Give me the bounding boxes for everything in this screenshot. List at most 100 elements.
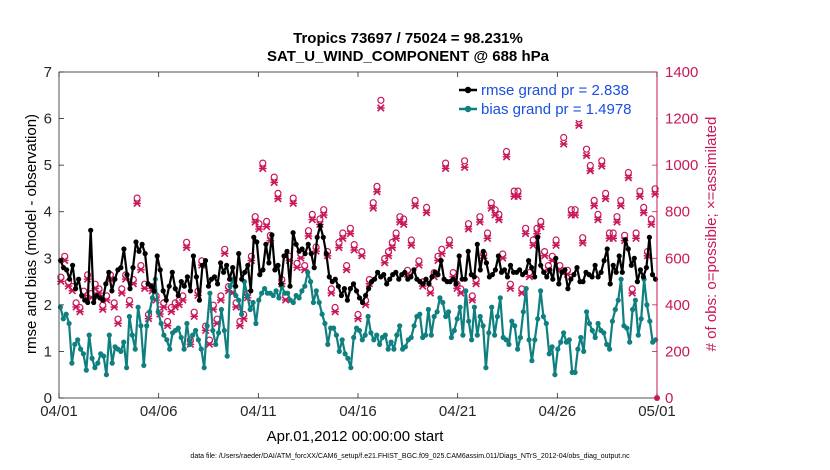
obs-possible-marker (598, 157, 606, 165)
rmse-point (344, 297, 350, 303)
bias-point (417, 311, 423, 317)
bias-point (193, 327, 199, 334)
rmse-point (402, 269, 408, 275)
bias-point (440, 299, 446, 306)
obs-assimilated-marker (262, 222, 271, 231)
rmse-point (166, 283, 172, 289)
rmse-point (133, 239, 139, 245)
rmse-point (224, 262, 230, 268)
bias-point (607, 346, 613, 352)
obs-possible-marker (61, 252, 69, 260)
bias-point (175, 325, 181, 331)
bias-point (147, 309, 153, 315)
bias-point (313, 288, 319, 294)
rmse-point (242, 269, 248, 275)
bias-point (397, 323, 403, 329)
bias-point (336, 348, 342, 354)
bias-point (423, 332, 429, 338)
rmse-point (172, 286, 178, 292)
bias-point (167, 346, 173, 352)
rmse-point (450, 276, 456, 282)
y-right-tick-label: 1200 (665, 111, 698, 128)
bias-point (132, 346, 138, 352)
bias-point (201, 365, 207, 371)
rmse-point (381, 272, 387, 278)
obs-possible-marker (438, 245, 446, 253)
bias-point (184, 320, 190, 327)
bias-point (95, 360, 101, 366)
bias-point (581, 348, 587, 354)
y-left-tick-label: 1 (44, 343, 52, 360)
obs-possible-marker (308, 210, 316, 218)
obs-possible-marker (316, 215, 324, 223)
bias-point (308, 279, 314, 285)
bias-point (408, 334, 414, 341)
obs-possible-marker (384, 248, 393, 256)
bias-point (89, 355, 95, 361)
bias-point (63, 311, 69, 317)
rmse-point (169, 269, 175, 275)
rmse-point (227, 276, 233, 282)
obs-assimilated-marker (159, 303, 168, 311)
bias-point (72, 341, 78, 347)
bias-point (630, 306, 636, 313)
bias-point (164, 337, 170, 343)
rmse-point (550, 276, 556, 282)
rmse-point (332, 276, 338, 282)
rmse-point (136, 248, 142, 254)
rmse-point (393, 269, 399, 275)
x-axis-label: Apr.01,2012 00:00:00 start (267, 428, 445, 445)
x-tick-label: 04/11 (240, 403, 276, 420)
bias-point (604, 341, 610, 347)
obs-possible-marker (571, 206, 579, 214)
bias-point (181, 346, 187, 352)
bias-point (299, 288, 305, 294)
obs-possible-marker (301, 262, 309, 270)
obs-assimilated-marker (632, 234, 640, 243)
bias-point (512, 323, 518, 329)
bias-point (348, 365, 354, 371)
rmse-point (423, 276, 429, 282)
bias-point (543, 320, 549, 327)
obs-assimilated-marker (274, 194, 282, 203)
bias-point (592, 334, 598, 341)
obs-possible-marker (392, 229, 400, 237)
obs-assimilated-marker (601, 194, 610, 203)
bias-point (425, 306, 431, 313)
y-axis-right-label: # of obs: o=possible; ×=assimilated (703, 117, 720, 352)
obs-assimilated-marker (384, 252, 393, 260)
bias-point (437, 295, 443, 301)
obs-possible-marker (289, 194, 297, 202)
obs-assimilated-marker (308, 215, 317, 224)
rmse-point (538, 262, 544, 268)
rmse-point (396, 276, 402, 282)
rmse-point (580, 279, 586, 285)
rmse-point (157, 267, 163, 273)
obs-assimilated-marker (468, 296, 477, 304)
obs-assimilated-marker (236, 321, 244, 330)
rmse-point (350, 281, 357, 287)
rmse-point (218, 260, 224, 266)
obs-possible-marker (83, 271, 92, 279)
bias-point (161, 332, 167, 338)
bias-point (224, 353, 230, 359)
bias-point (368, 330, 374, 336)
axes: 0 1 2 3 4 5 6 7 0 200 400 600 800 1000 1200 1400 04/01 04… (40, 64, 698, 420)
bias-point (549, 344, 555, 350)
bias-point (532, 337, 538, 343)
bias-point (411, 323, 417, 329)
rmse-point (544, 274, 550, 280)
obs-possible-marker (125, 296, 134, 305)
obs-assimilated-marker (422, 208, 431, 217)
obs-possible-marker (506, 280, 514, 288)
rmse-point (175, 292, 181, 299)
legend-rmse-label: rmse grand pr = 2.838 (481, 82, 629, 99)
bias-point (57, 304, 64, 310)
bias-point (345, 355, 351, 361)
obs-assimilated-marker (133, 199, 141, 208)
obs-assimilated-marker (140, 284, 149, 293)
rmse-point (199, 262, 206, 268)
rmse-point (556, 281, 562, 287)
obs-possible-marker (221, 245, 229, 253)
bias-point (612, 306, 618, 313)
